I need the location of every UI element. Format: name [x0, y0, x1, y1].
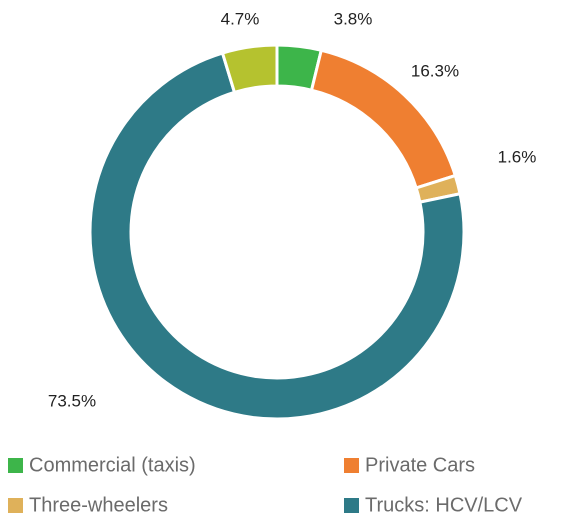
legend-swatch	[344, 458, 359, 473]
legend-swatch	[8, 498, 23, 513]
legend-label: Private Cars	[365, 454, 475, 476]
legend-swatch	[8, 458, 23, 473]
value-label: 16.3%	[411, 61, 459, 80]
value-label: 73.5%	[48, 391, 96, 410]
value-label: 3.8%	[334, 9, 373, 28]
donut-slice	[220, 43, 279, 95]
value-label: 1.6%	[498, 147, 537, 166]
donut-slice	[88, 51, 466, 421]
legend-label: Commercial (taxis)	[29, 454, 196, 476]
legend-label: Trucks: HCV/LCV	[365, 494, 523, 516]
value-label: 4.7%	[221, 9, 260, 28]
legend-label: Three-wheelers	[29, 494, 168, 516]
legend-swatch	[344, 498, 359, 513]
